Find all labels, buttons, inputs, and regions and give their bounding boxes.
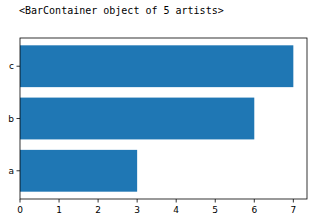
x-tick-label: 3	[134, 205, 140, 215]
x-tick	[215, 199, 216, 203]
bars	[20, 45, 293, 191]
x-tick-label: 0	[17, 205, 23, 215]
x-tick	[293, 199, 294, 203]
x-tick	[137, 199, 138, 203]
y-tick-label: b	[8, 114, 14, 124]
x-tick	[98, 199, 99, 203]
x-tick	[254, 199, 255, 203]
y-tick	[17, 66, 21, 67]
y-tick	[17, 118, 21, 119]
x-tick-label: 1	[56, 205, 62, 215]
x-tick	[59, 199, 60, 203]
bar	[20, 45, 293, 87]
bar	[20, 98, 254, 140]
x-tick	[176, 199, 177, 203]
x-tick	[20, 199, 21, 203]
y-tick	[17, 170, 21, 171]
x-tick-label: 6	[251, 205, 257, 215]
plot-frame	[20, 38, 307, 199]
x-tick-label: 7	[290, 205, 296, 215]
title: <BarContainer object of 5 artists>	[19, 5, 224, 16]
chart: <BarContainer object of 5 artists> 0 1 2 3 4 5…	[0, 0, 320, 219]
y-tick-label: a	[8, 166, 14, 176]
x-tick-label: 5	[212, 205, 218, 215]
x-tick-label: 2	[95, 205, 101, 215]
x-tick-label: 4	[173, 205, 179, 215]
bar	[20, 150, 137, 192]
y-tick-label: c	[9, 61, 14, 71]
